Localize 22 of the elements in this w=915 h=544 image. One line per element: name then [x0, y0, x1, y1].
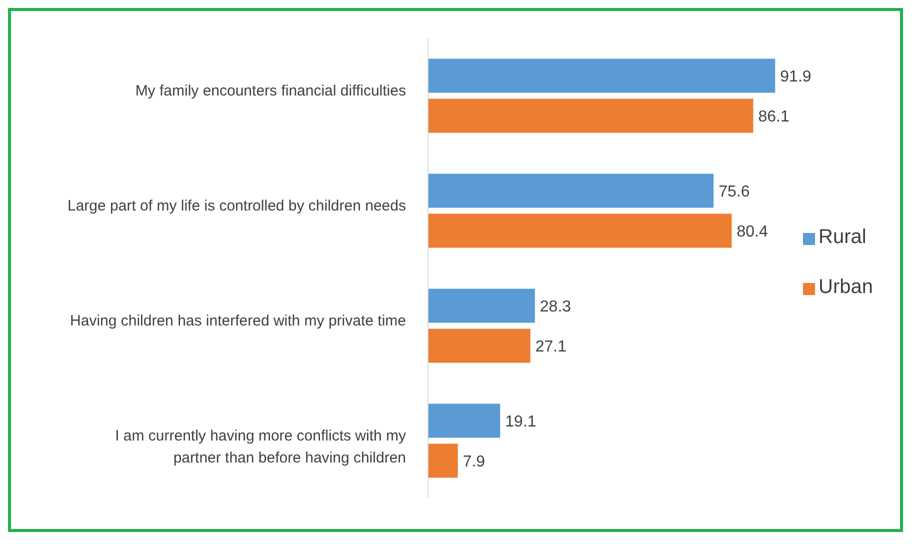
y-tick-label: I am currently having more conflicts with my partner than before having children — [115, 428, 406, 466]
legend-label: Rural — [818, 226, 866, 248]
bar — [428, 404, 500, 438]
bar — [428, 58, 776, 93]
bar — [428, 174, 714, 208]
data-label: 91.9 — [780, 68, 812, 86]
bar — [428, 288, 535, 323]
bar — [428, 98, 754, 133]
y-tick-label: Having children has interfered with my private time — [70, 312, 406, 330]
bar — [428, 444, 458, 478]
legend-label: Urban — [818, 276, 873, 298]
data-label: 86.1 — [758, 108, 790, 126]
bar — [428, 214, 732, 248]
data-label: 7.9 — [462, 453, 486, 470]
data-label: 28.3 — [540, 298, 572, 316]
data-label: 80.4 — [736, 223, 768, 240]
y-tick-label: My family encounters financial difficulties — [135, 82, 406, 100]
data-label: 19.1 — [505, 413, 536, 430]
data-label: 75.6 — [718, 183, 750, 200]
bar — [428, 328, 530, 363]
data-label: 27.1 — [535, 338, 567, 356]
y-tick-label: Large part of my life is controlled by children needs — [67, 198, 406, 214]
